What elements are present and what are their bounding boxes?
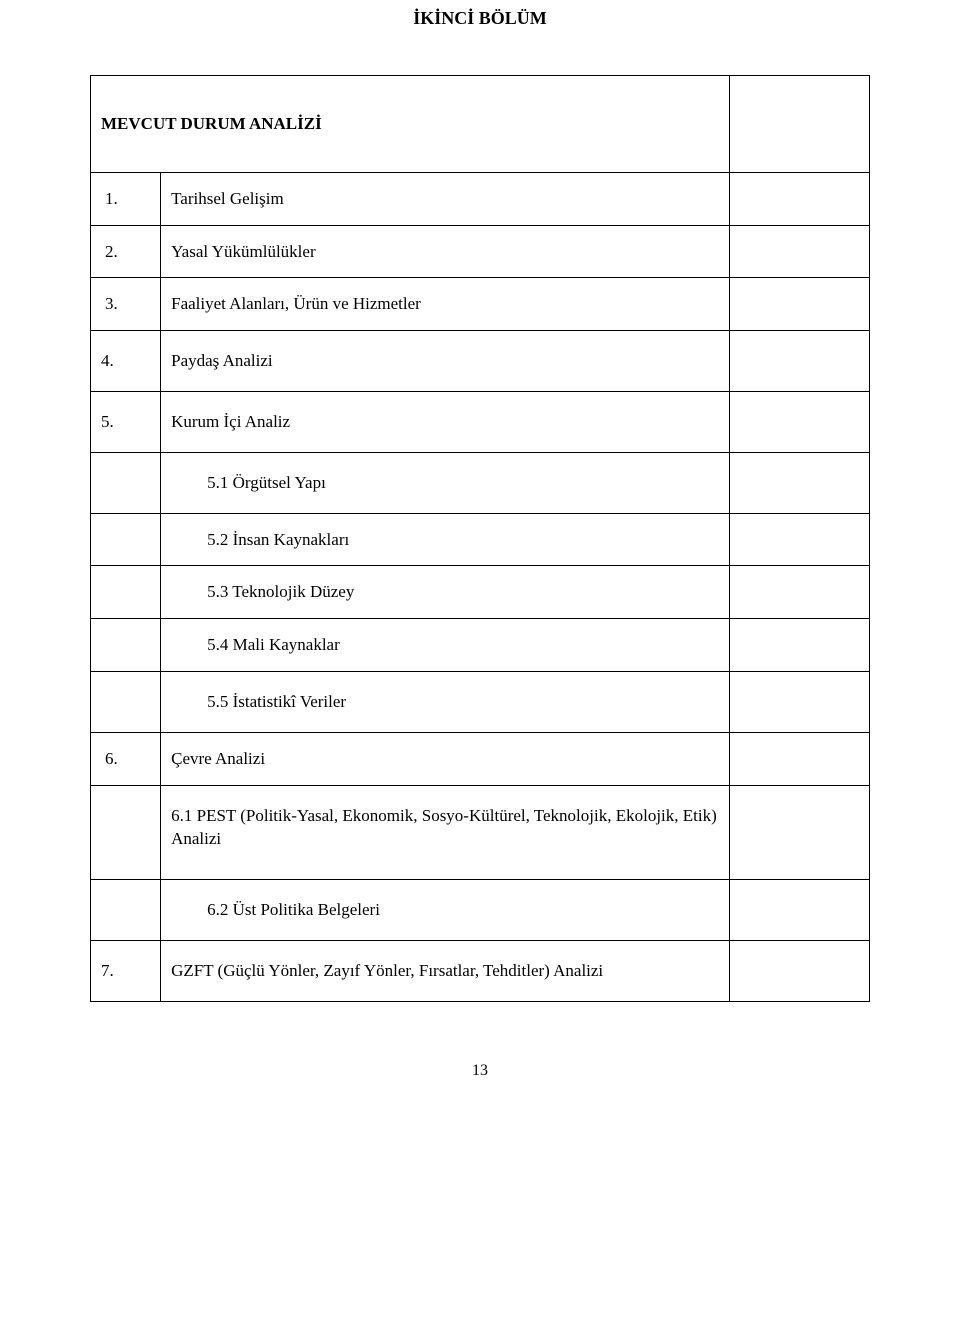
blank-cell — [730, 514, 869, 566]
table-row: 1. Tarihsel Gelişim — [91, 172, 870, 225]
blank-cell — [730, 566, 869, 618]
blank-cell — [91, 672, 160, 732]
table-row: 7. GZFT (Güçlü Yönler, Zayıf Yönler, Fır… — [91, 940, 870, 1001]
item-text: Çevre Analizi — [161, 733, 729, 785]
content-table: MEVCUT DURUM ANALİZİ 1. Tarihsel Gelişim… — [90, 75, 870, 1002]
blank-cell — [730, 173, 869, 225]
blank-cell — [730, 278, 869, 330]
table-row: 3. Faaliyet Alanları, Ürün ve Hizmetler — [91, 278, 870, 331]
blank-cell — [91, 880, 160, 940]
item-number: 1. — [91, 173, 160, 225]
blank-cell — [730, 226, 869, 278]
blank-cell — [91, 786, 160, 856]
table-row: 4. Paydaş Analizi — [91, 331, 870, 392]
table-row: 2. Yasal Yükümlülükler — [91, 225, 870, 278]
blank-cell — [91, 566, 160, 618]
item-text: Tarihsel Gelişim — [161, 173, 729, 225]
item-text: Yasal Yükümlülükler — [161, 226, 729, 278]
table-row: 5.1 Örgütsel Yapı — [91, 452, 870, 513]
subitem-text: 6.1 PEST (Politik-Yasal, Ekonomik, Sosyo… — [161, 786, 729, 880]
table-row: 6. Çevre Analizi — [91, 732, 870, 785]
table-row: 5.5 İstatistikî Veriler — [91, 671, 870, 732]
blank-cell — [730, 453, 869, 513]
table-row: 5.3 Teknolojik Düzey — [91, 566, 870, 619]
blank-cell — [730, 880, 869, 940]
table-row: 5. Kurum İçi Analiz — [91, 391, 870, 452]
table-row: 6.2 Üst Politika Belgeleri — [91, 880, 870, 941]
page-number: 13 — [90, 1062, 870, 1080]
blank-cell — [730, 941, 869, 1001]
blank-cell — [730, 392, 869, 452]
subitem-text: 5.1 Örgütsel Yapı — [161, 453, 729, 513]
blank-cell — [730, 733, 869, 785]
blank-cell — [730, 331, 869, 391]
item-number: 6. — [91, 733, 160, 785]
table-row: 5.4 Mali Kaynaklar — [91, 619, 870, 672]
item-text: Faaliyet Alanları, Ürün ve Hizmetler — [161, 278, 729, 330]
section-header: MEVCUT DURUM ANALİZİ — [91, 76, 729, 172]
subitem-text: 5.5 İstatistikî Veriler — [161, 672, 729, 732]
blank-cell — [91, 619, 160, 671]
page-title: İKİNCİ BÖLÜM — [90, 8, 870, 29]
subitem-text: 5.3 Teknolojik Düzey — [161, 566, 729, 618]
item-number: 5. — [91, 392, 160, 452]
subitem-text: 6.2 Üst Politika Belgeleri — [161, 880, 729, 940]
subitem-text: 5.4 Mali Kaynaklar — [161, 619, 729, 671]
table-row: 6.1 PEST (Politik-Yasal, Ekonomik, Sosyo… — [91, 785, 870, 880]
table-row: MEVCUT DURUM ANALİZİ — [91, 76, 870, 173]
item-number: 7. — [91, 941, 160, 1001]
item-number: 4. — [91, 331, 160, 391]
blank-cell — [730, 786, 869, 856]
table-row: 5.2 İnsan Kaynakları — [91, 513, 870, 566]
blank-cell — [91, 514, 160, 566]
document-page: İKİNCİ BÖLÜM MEVCUT DURUM ANALİZİ 1. Tar… — [0, 8, 960, 1120]
blank-cell — [91, 453, 160, 513]
item-text: Paydaş Analizi — [161, 331, 729, 391]
blank-cell — [730, 619, 869, 671]
blank-cell — [730, 672, 869, 732]
subitem-text: 5.2 İnsan Kaynakları — [161, 514, 729, 566]
item-number: 3. — [91, 278, 160, 330]
item-number: 2. — [91, 226, 160, 278]
blank-cell — [730, 76, 869, 172]
item-text: Kurum İçi Analiz — [161, 392, 729, 452]
item-text: GZFT (Güçlü Yönler, Zayıf Yönler, Fırsat… — [161, 941, 729, 1001]
